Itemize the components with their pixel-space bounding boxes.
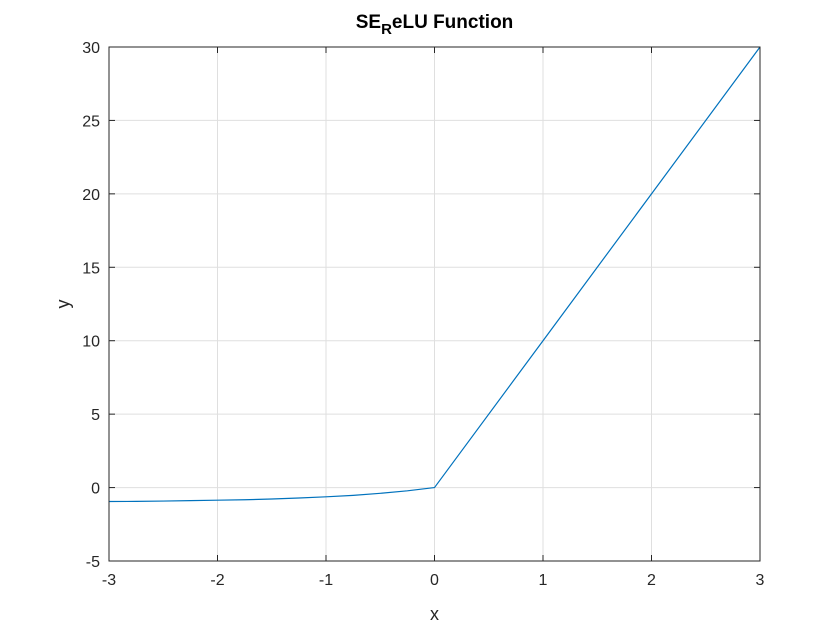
x-tick-labels: -3 -2 -1 0 1 2 3 — [102, 572, 765, 589]
x-tick-label: 2 — [647, 572, 656, 589]
y-tick-label: 25 — [82, 113, 100, 130]
chart-title-suffix: eLU Function — [392, 12, 513, 33]
y-tick-label: 30 — [82, 40, 100, 57]
series-line — [108, 46, 761, 503]
chart-title-subscript: R — [381, 21, 392, 38]
y-axis-label: y — [53, 300, 73, 309]
y-tick-label: 5 — [91, 407, 100, 424]
y-tick-labels: -5 0 5 10 15 20 25 30 — [82, 40, 100, 571]
y-tick-label: 20 — [82, 187, 100, 204]
x-tick-label: 1 — [539, 572, 548, 589]
x-axis-label: x — [430, 604, 439, 624]
tick-marks — [108, 46, 761, 562]
x-tick-label: 3 — [756, 572, 765, 589]
series-layer — [108, 46, 761, 503]
x-tick-label: 0 — [430, 572, 439, 589]
chart-title: SEReLU Function — [356, 12, 514, 38]
y-tick-label: 15 — [82, 260, 100, 277]
y-tick-label: 0 — [91, 481, 100, 498]
x-tick-label: -2 — [210, 572, 224, 589]
y-tick-label: -5 — [86, 554, 100, 571]
y-tick-label: 10 — [82, 334, 100, 351]
x-tick-label: -1 — [319, 572, 333, 589]
x-tick-label: -3 — [102, 572, 116, 589]
chart-title-prefix: SE — [356, 12, 381, 33]
